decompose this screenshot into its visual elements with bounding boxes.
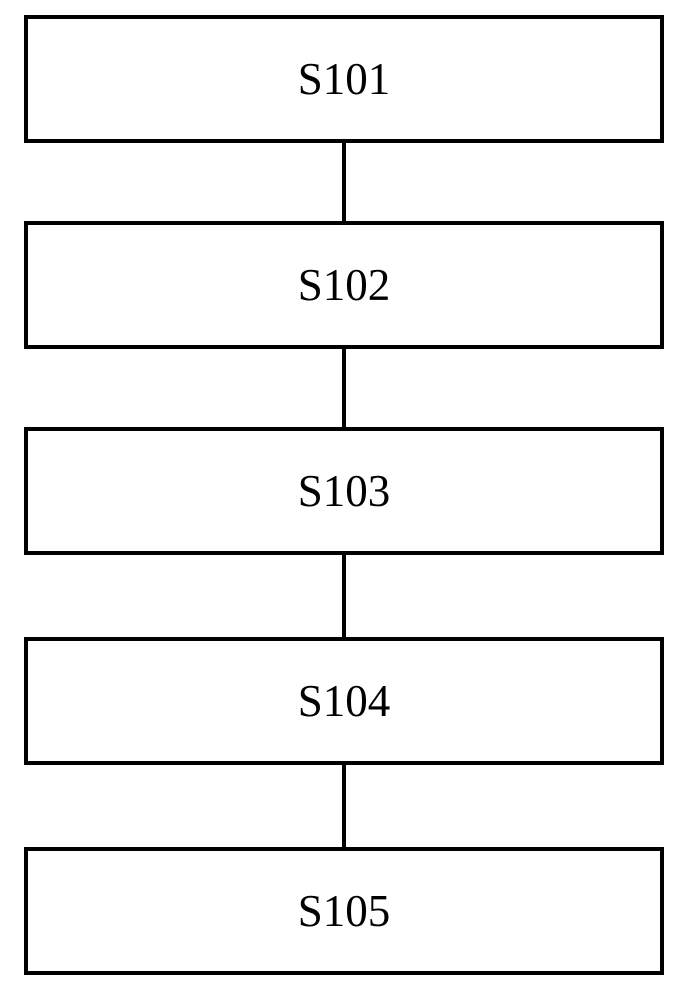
flowchart-connector: [342, 555, 346, 637]
flowchart-node-label: S102: [298, 259, 391, 311]
flowchart-node-s104: S104: [24, 637, 664, 765]
flowchart-node-label: S103: [298, 465, 391, 517]
flowchart-node-s103: S103: [24, 427, 664, 555]
flowchart-node-label: S101: [298, 53, 391, 105]
flowchart-connector: [342, 143, 346, 221]
flowchart-connector: [342, 765, 346, 847]
flowchart-node-s105: S105: [24, 847, 664, 975]
flowchart-connector: [342, 349, 346, 427]
flowchart-node-label: S105: [298, 885, 391, 937]
flowchart-canvas: S101 S102 S103 S104 S105: [0, 0, 689, 1000]
flowchart-node-s102: S102: [24, 221, 664, 349]
flowchart-node-label: S104: [298, 675, 391, 727]
flowchart-node-s101: S101: [24, 15, 664, 143]
